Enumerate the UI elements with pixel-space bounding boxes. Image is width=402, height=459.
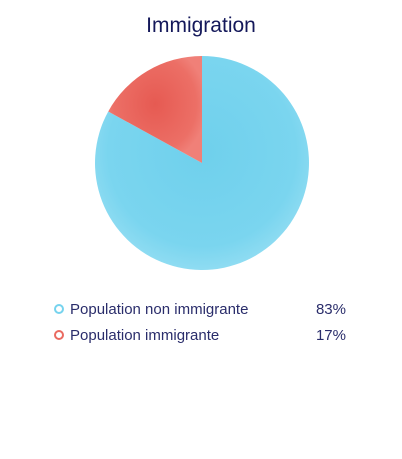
legend-marker-immigrant-icon [54,330,64,340]
legend-label-immigrant: Population immigrante [70,326,220,344]
legend-value-immigrant: 17% [315,326,346,344]
legend-value-non-immigrant: 83% [315,300,346,318]
legend-item-immigrant[interactable]: Population immigrante 17% [54,322,346,348]
pie-slice-non-immigrant[interactable] [95,56,310,270]
legend-marker-non-immigrant-icon [54,304,64,314]
legend: Population non immigrante 83% Population… [54,296,346,348]
legend-label-non-immigrant: Population non immigrante [70,300,249,318]
legend-item-non-immigrant[interactable]: Population non immigrante 83% [54,296,346,322]
pie-slice-immigrant[interactable] [108,56,202,163]
chart-title: Immigration [146,14,256,37]
